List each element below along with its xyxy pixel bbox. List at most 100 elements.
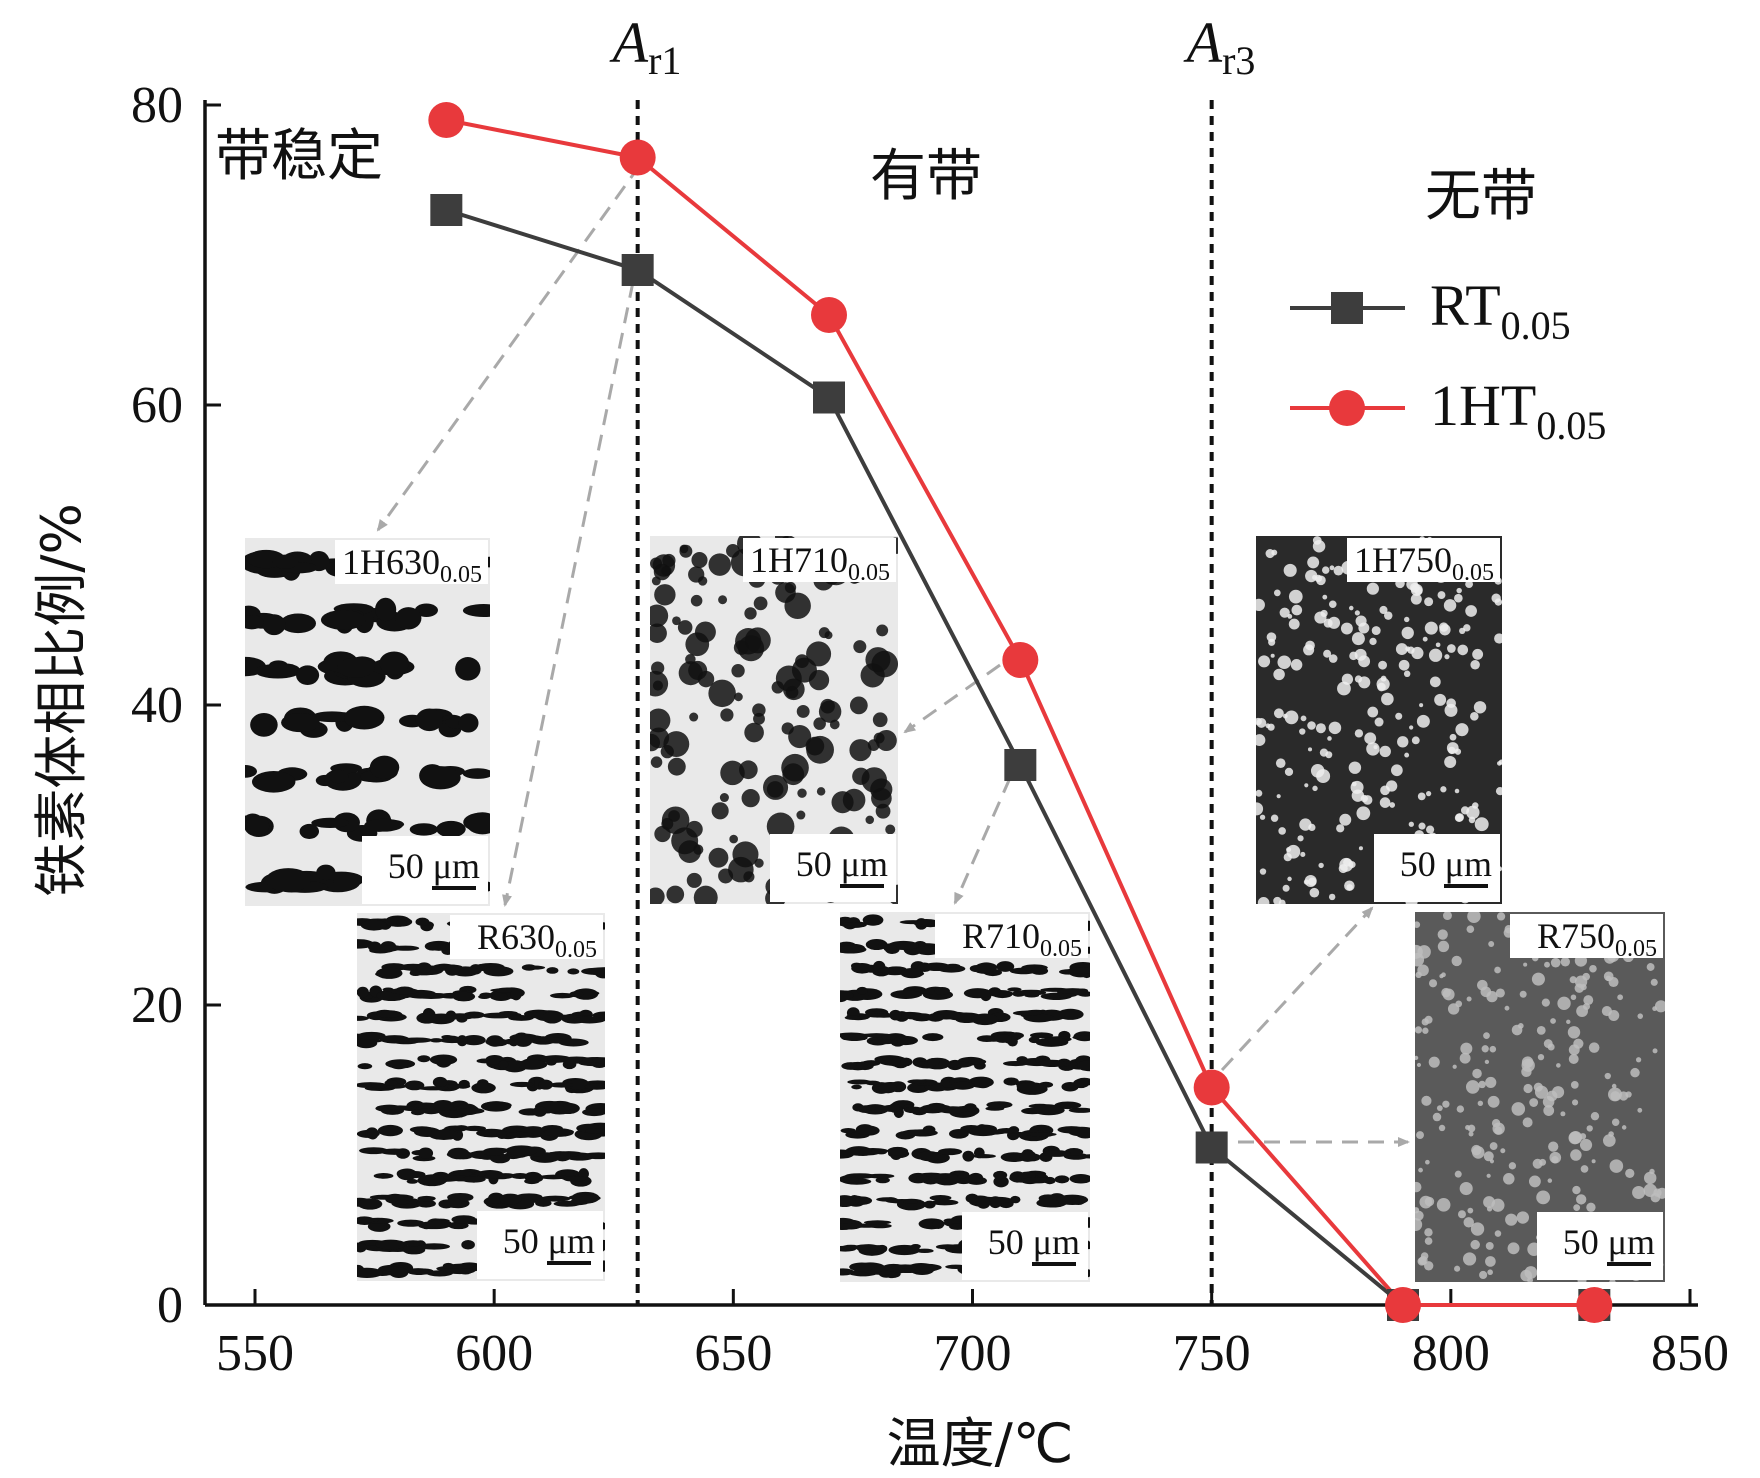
- grain: [752, 703, 766, 717]
- legend-label-1ht-sub: 0.05: [1536, 403, 1606, 448]
- grain: [1507, 1242, 1520, 1255]
- y-axis-title: 铁素体相比例/%: [30, 503, 93, 897]
- grain: [1042, 1150, 1071, 1157]
- grain: [697, 670, 715, 688]
- grain: [1424, 1228, 1433, 1237]
- grain: [571, 1011, 592, 1016]
- grain: [1489, 1159, 1495, 1164]
- grain: [1327, 736, 1332, 741]
- grain: [1459, 627, 1466, 635]
- grain: [1282, 884, 1290, 892]
- grain: [1517, 1023, 1524, 1029]
- grain: [1441, 987, 1451, 998]
- grain: [1429, 676, 1441, 688]
- grain: [1457, 1210, 1466, 1219]
- inset-label-box: [743, 538, 896, 582]
- point-rt: [430, 194, 463, 226]
- grain: [1487, 1095, 1500, 1108]
- grain: [967, 1126, 999, 1137]
- x-tick-label: 550: [216, 1325, 294, 1382]
- scale-bar-label: 50 μm: [796, 844, 888, 884]
- grain: [565, 1079, 590, 1090]
- grain: [1072, 1035, 1090, 1040]
- scale-bar-label: 50 μm: [388, 846, 480, 886]
- grain: [651, 661, 665, 675]
- legend-label-rt-name: RT: [1430, 273, 1501, 338]
- grain: [1030, 966, 1049, 975]
- grain: [1028, 1036, 1040, 1044]
- grain: [1557, 996, 1571, 1010]
- grain: [1465, 605, 1477, 617]
- grain: [463, 1011, 485, 1019]
- grain: [1485, 1256, 1496, 1267]
- grain: [1395, 643, 1408, 655]
- grain: [1560, 1111, 1566, 1117]
- grain: [521, 964, 537, 971]
- grain: [1259, 814, 1266, 820]
- grain: [281, 712, 320, 733]
- arrow-r630: [502, 281, 635, 907]
- grain: [1307, 556, 1320, 569]
- grain: [1523, 962, 1528, 967]
- x-tick-label: 850: [1651, 1325, 1729, 1382]
- grain: [1586, 1125, 1593, 1132]
- grain: [1422, 1027, 1429, 1034]
- grain: [1418, 1167, 1423, 1173]
- grain: [463, 1125, 487, 1132]
- grain: [1366, 582, 1379, 595]
- grain: [781, 753, 809, 782]
- grain: [728, 856, 754, 883]
- grain: [1442, 1100, 1450, 1108]
- grain: [1320, 609, 1328, 618]
- grain: [1415, 1181, 1422, 1193]
- grain: [414, 603, 438, 617]
- grain: [1076, 988, 1089, 993]
- grain: [1500, 1148, 1506, 1154]
- grain: [505, 1131, 534, 1139]
- grain: [369, 755, 400, 780]
- grain: [445, 1268, 475, 1275]
- scale-bar-box: [770, 834, 896, 902]
- grain: [535, 1199, 552, 1207]
- inset-label-sub: 0.05: [1615, 936, 1657, 962]
- grain: [573, 1016, 605, 1024]
- grain: [1440, 786, 1447, 793]
- grain: [1341, 673, 1354, 685]
- grain: [510, 988, 522, 1001]
- grain: [1344, 880, 1355, 892]
- grain: [1424, 1261, 1434, 1271]
- grain: [1415, 1210, 1424, 1221]
- grain: [1416, 1131, 1424, 1139]
- grain: [1468, 816, 1476, 824]
- grain: [1067, 967, 1090, 974]
- grain: [458, 713, 479, 733]
- grain: [841, 921, 867, 928]
- grain: [796, 704, 810, 718]
- grain: [265, 868, 311, 892]
- grain: [650, 623, 667, 643]
- grain: [1408, 821, 1414, 827]
- grain: [540, 1195, 571, 1202]
- grain: [974, 1076, 992, 1089]
- grain: [1417, 792, 1426, 801]
- grain: [1054, 1175, 1070, 1184]
- grain: [910, 1013, 934, 1022]
- grain: [386, 1105, 414, 1110]
- grain: [976, 1196, 991, 1209]
- region-label-no-band: 无带: [1425, 164, 1537, 229]
- grain: [1016, 1056, 1028, 1064]
- grain: [862, 914, 884, 926]
- grain: [1477, 1100, 1484, 1106]
- grain: [1288, 589, 1303, 604]
- grain: [840, 1195, 857, 1208]
- grain: [1385, 780, 1398, 792]
- grain: [1403, 670, 1411, 678]
- grain: [1339, 813, 1352, 826]
- grain: [1470, 712, 1479, 721]
- grain: [689, 712, 699, 722]
- grain: [463, 812, 490, 832]
- grain: [1609, 1159, 1624, 1173]
- grain: [1424, 621, 1438, 635]
- grain: [1415, 944, 1423, 959]
- grain: [654, 584, 676, 606]
